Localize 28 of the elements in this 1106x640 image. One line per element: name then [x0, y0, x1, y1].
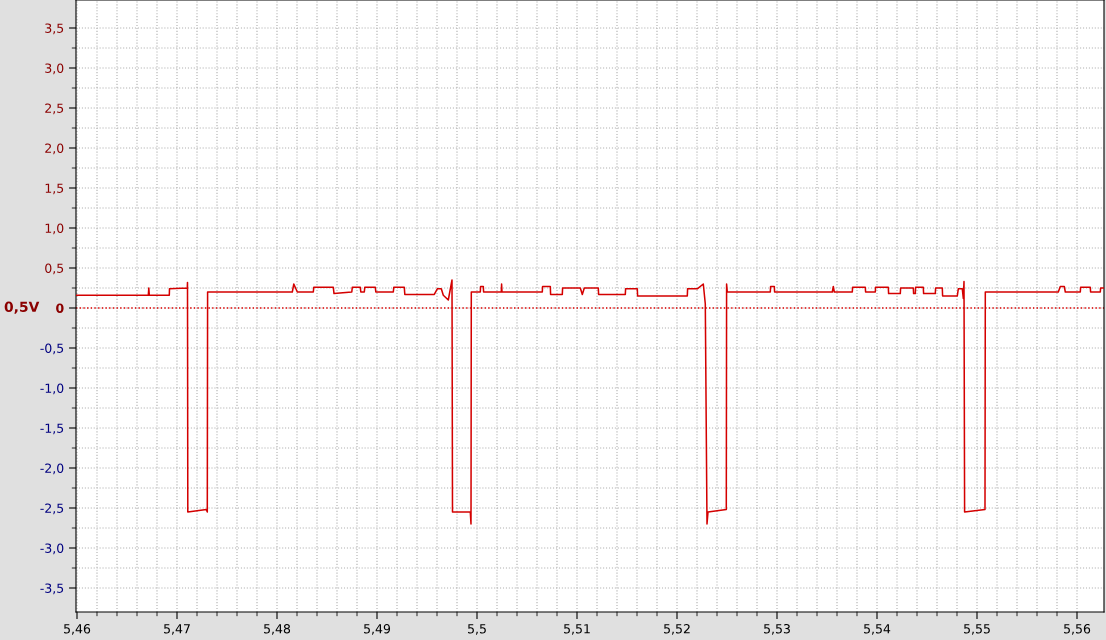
x-tick-label: 5,5 — [468, 624, 486, 635]
y-tick-label: 1,5 — [45, 183, 64, 195]
x-tick-label: 5,56 — [1064, 624, 1091, 635]
y-tick-label: -2,0 — [40, 463, 64, 475]
y-tick-label: 2,0 — [45, 143, 64, 155]
y-tick-label: -3,5 — [40, 583, 64, 595]
x-tick-label: 5,47 — [164, 624, 190, 635]
x-tick-label: 5,52 — [664, 624, 690, 635]
y-tick-label: 3,5 — [45, 23, 64, 35]
x-tick-label: 5,51 — [564, 624, 590, 635]
y-tick-label: -3,0 — [40, 543, 64, 555]
y-tick-label: -1,0 — [40, 383, 64, 395]
line-series — [76, 279, 1104, 525]
x-tick-label: 5,49 — [364, 624, 391, 635]
x-tick-label: 5,54 — [864, 624, 891, 635]
x-tick-label: 5,46 — [64, 624, 91, 635]
y-tick-label: 2,5 — [45, 103, 64, 115]
x-tick-label: 5,48 — [264, 624, 291, 635]
y-tick-label: -2,5 — [40, 503, 64, 515]
y-axis-title: 0,5V — [4, 301, 40, 314]
y-tick-label: -1,5 — [40, 423, 64, 435]
y-tick-label: 0 — [56, 303, 64, 313]
y-tick-label: 3,0 — [45, 63, 64, 75]
y-tick-label: 1,0 — [45, 223, 64, 235]
y-tick-label: -0,5 — [40, 343, 64, 355]
x-tick-label: 5,53 — [764, 624, 790, 635]
y-tick-label: 0,5 — [45, 263, 64, 275]
x-tick-label: 5,55 — [964, 624, 990, 635]
